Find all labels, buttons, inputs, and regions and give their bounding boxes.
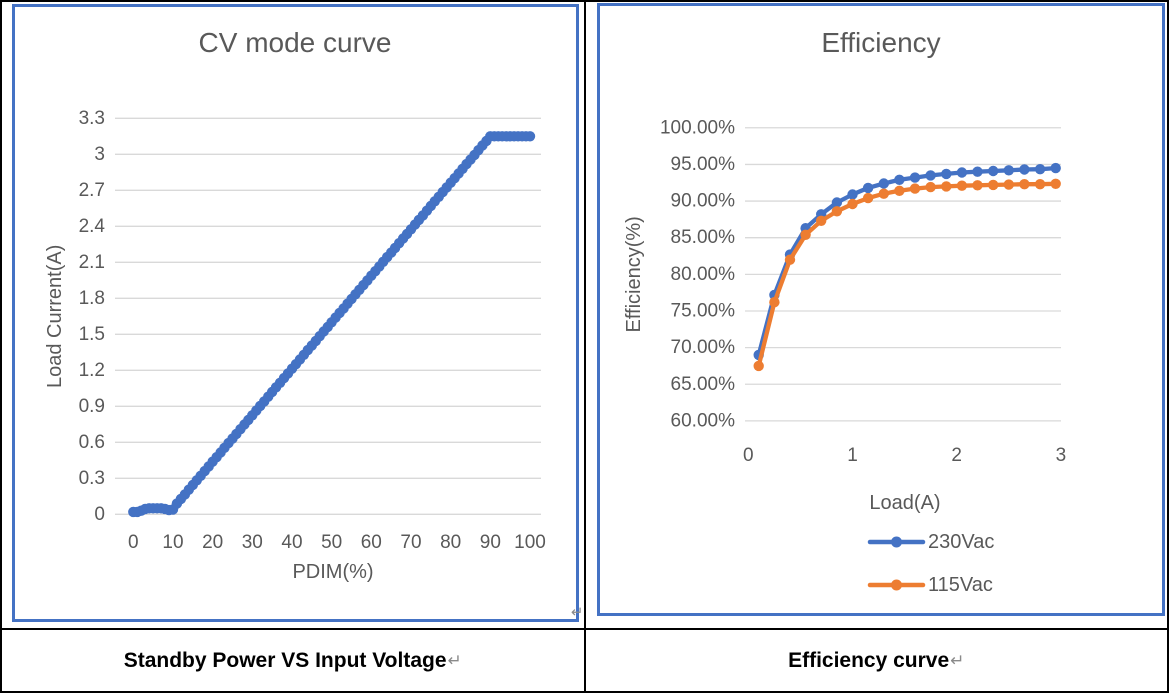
svg-text:230Vac: 230Vac [928,531,994,553]
line-break-mark-icon: ↵ [950,650,965,670]
svg-text:95.00%: 95.00% [670,154,735,175]
svg-text:1.2: 1.2 [79,360,105,381]
svg-text:20: 20 [202,532,223,553]
svg-text:115Vac: 115Vac [928,574,993,596]
svg-text:75.00%: 75.00% [670,300,735,321]
svg-text:3.3: 3.3 [79,108,105,129]
svg-text:40: 40 [281,532,302,553]
svg-text:60: 60 [361,532,382,553]
svg-text:65.00%: 65.00% [670,374,735,395]
cv-mode-chart-cell: 0 0.3 0.6 0.9 1.2 1.5 1.8 2.1 2.4 2.7 3 3.3 0 10 20 30 4… [2,2,584,628]
svg-text:3: 3 [94,144,105,165]
svg-text:50: 50 [321,532,342,553]
svg-text:80: 80 [440,532,461,553]
svg-text:1.8: 1.8 [79,288,105,309]
svg-text:1: 1 [847,445,858,466]
svg-text:0.6: 0.6 [79,432,105,453]
svg-text:0.3: 0.3 [79,468,105,489]
svg-text:2.4: 2.4 [79,216,106,237]
caption-text: Efficiency curve [788,648,950,672]
efficiency-chart-canvas: 60.00% 65.00% 70.00% 75.00% 80.00% 85.00% 90.0… [596,3,1165,616]
cv-mode-chart-canvas: 0 0.3 0.6 0.9 1.2 1.5 1.8 2.1 2.4 2.7 3 3.3 0 10 20 30 4… [12,4,579,622]
svg-text:Efficiency: Efficiency [821,27,940,58]
svg-text:70: 70 [400,532,421,553]
svg-text:0.9: 0.9 [79,396,105,417]
caption-efficiency-curve: Efficiency curve ↵ [583,630,1168,691]
svg-text:0: 0 [743,445,754,466]
caption-row: Standby Power VS Input Voltage ↵ Efficie… [2,630,1167,691]
svg-text:90.00%: 90.00% [670,191,735,212]
svg-text:85.00%: 85.00% [670,227,735,248]
svg-text:3: 3 [1055,445,1066,466]
svg-text:Load(A): Load(A) [869,492,940,514]
svg-text:100: 100 [514,532,546,553]
svg-text:60.00%: 60.00% [670,410,735,431]
svg-text:90: 90 [480,532,501,553]
svg-text:100.00%: 100.00% [659,117,734,138]
svg-text:2.7: 2.7 [79,180,105,201]
svg-text:PDIM(%): PDIM(%) [292,561,373,583]
svg-text:CV mode curve: CV mode curve [199,27,392,58]
svg-text:Load Current(A): Load Current(A) [44,245,66,388]
svg-text:10: 10 [162,532,183,553]
svg-text:Efficiency(%): Efficiency(%) [623,216,645,332]
efficiency-chart-cell: 60.00% 65.00% 70.00% 75.00% 80.00% 85.00% 90.0… [583,2,1168,628]
charts-row: 0 0.3 0.6 0.9 1.2 1.5 1.8 2.1 2.4 2.7 3 3.3 0 10 20 30 4… [2,2,1167,630]
line-break-mark-icon: ↵ [570,604,584,621]
line-break-mark-icon: ↵ [447,650,462,670]
svg-text:2.1: 2.1 [79,252,105,273]
svg-text:30: 30 [242,532,263,553]
svg-text:1.5: 1.5 [79,324,105,345]
svg-text:70.00%: 70.00% [670,337,735,358]
svg-text:80.00%: 80.00% [670,264,735,285]
caption-standby-power: Standby Power VS Input Voltage ↵ [2,630,584,691]
caption-text: Standby Power VS Input Voltage [123,648,447,672]
svg-text:0: 0 [128,532,139,553]
svg-text:0: 0 [94,504,105,525]
svg-text:2: 2 [951,445,962,466]
